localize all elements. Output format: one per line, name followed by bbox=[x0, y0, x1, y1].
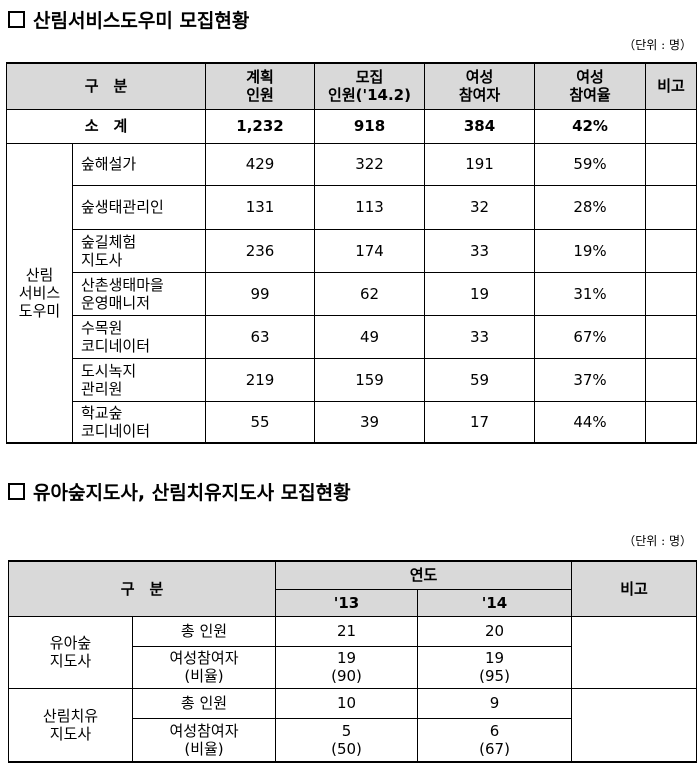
row-rate: 19% bbox=[534, 228, 647, 273]
row-female: 33 bbox=[424, 314, 536, 359]
total-rate: 42% bbox=[534, 108, 647, 144]
row-female: 33 bbox=[424, 228, 536, 273]
row-name: 학교숲 코디네이터 bbox=[71, 400, 207, 444]
header-note: 비고 bbox=[645, 62, 698, 110]
row-recruited: 113 bbox=[314, 184, 426, 230]
female-label: 여성참여자 (비율) bbox=[131, 717, 277, 763]
row-rate: 59% bbox=[534, 142, 647, 186]
total-planned: 1,232 bbox=[205, 108, 316, 144]
instructor-table: 구 분 연도 비고 '13 '14 유아숲 지도사 총 인원 21 20 여성참… bbox=[7, 560, 698, 763]
row-female: 59 bbox=[424, 357, 536, 402]
total-label: 소 계 bbox=[5, 108, 207, 144]
row-recruited: 62 bbox=[314, 271, 426, 316]
female-14: 6 (67) bbox=[417, 717, 573, 763]
row-planned: 219 bbox=[205, 357, 316, 402]
group-name: 산림치유 지도사 bbox=[8, 687, 133, 763]
row-name: 도시녹지 관리원 bbox=[71, 357, 207, 402]
row-female: 19 bbox=[424, 271, 536, 316]
recruitment-table: 구 분 계획 인원 모집 인원('14.2) 여성 참여자 여성 참여율 비고 … bbox=[5, 62, 698, 444]
row-rate: 28% bbox=[534, 184, 647, 230]
row-note bbox=[645, 184, 698, 230]
table-row: 수목원 코디네이터 63 49 33 67% bbox=[7, 314, 698, 359]
row-rate: 67% bbox=[534, 314, 647, 359]
total-female: 384 bbox=[424, 108, 536, 144]
row-note bbox=[645, 314, 698, 359]
section2-unit: （단위 : 명） bbox=[623, 534, 692, 548]
row-note bbox=[645, 271, 698, 316]
header-note: 비고 bbox=[571, 560, 698, 617]
total-recruited: 918 bbox=[314, 108, 426, 144]
header-gubun: 구 분 bbox=[5, 62, 207, 110]
section1-title: 산림서비스도우미 모집현황 bbox=[8, 6, 249, 33]
row-note bbox=[645, 228, 698, 273]
row-planned: 63 bbox=[205, 314, 316, 359]
row-planned: 99 bbox=[205, 271, 316, 316]
total-label: 총 인원 bbox=[131, 615, 277, 647]
row-note bbox=[645, 400, 698, 444]
header-recruited: 모집 인원('14.2) bbox=[314, 62, 426, 110]
total-14: 9 bbox=[417, 687, 573, 719]
row-planned: 429 bbox=[205, 142, 316, 186]
total-14: 20 bbox=[417, 615, 573, 647]
note-cell bbox=[571, 687, 698, 763]
row-note bbox=[645, 142, 698, 186]
row-rate: 31% bbox=[534, 271, 647, 316]
row-name: 산촌생태마을 운영매니저 bbox=[71, 271, 207, 316]
row-female: 17 bbox=[424, 400, 536, 444]
row-recruited: 159 bbox=[314, 357, 426, 402]
row-recruited: 49 bbox=[314, 314, 426, 359]
table-row: 숲길체험 지도사 236 174 33 19% bbox=[7, 228, 698, 273]
row-female: 191 bbox=[424, 142, 536, 186]
table-row: 도시녹지 관리원 219 159 59 37% bbox=[7, 357, 698, 402]
table-row: 산림치유 지도사 총 인원 10 9 bbox=[8, 687, 698, 763]
section1-unit: （단위 : 명） bbox=[623, 38, 692, 52]
table-row: 학교숲 코디네이터 55 39 17 44% bbox=[7, 400, 698, 444]
table-row: 산촌생태마을 운영매니저 99 62 19 31% bbox=[7, 271, 698, 316]
row-recruited: 39 bbox=[314, 400, 426, 444]
female-14: 19 (95) bbox=[417, 645, 573, 689]
header-gubun: 구 분 bbox=[7, 560, 277, 617]
row-planned: 236 bbox=[205, 228, 316, 273]
row-name: 숲길체험 지도사 bbox=[71, 228, 207, 273]
row-name: 숲생태관리인 bbox=[71, 184, 207, 230]
row-recruited: 322 bbox=[314, 142, 426, 186]
total-13: 21 bbox=[275, 615, 419, 647]
female-label: 여성참여자 (비율) bbox=[131, 645, 277, 689]
row-planned: 131 bbox=[205, 184, 316, 230]
table-row: 숲생태관리인 131 113 32 28% bbox=[7, 184, 698, 230]
checkbox-square-icon bbox=[8, 11, 25, 28]
total-row: 소 계 1,232 918 384 42% bbox=[5, 108, 698, 144]
section1-title-text: 산림서비스도우미 모집현황 bbox=[33, 10, 250, 32]
header-female: 여성 참여자 bbox=[424, 62, 536, 110]
table-row: 산림 서비스 도우미 숲해설가 429 322 191 59% bbox=[6, 142, 698, 444]
row-rate: 44% bbox=[534, 400, 647, 444]
row-recruited: 174 bbox=[314, 228, 426, 273]
group-name: 유아숲 지도사 bbox=[8, 615, 133, 689]
group-label: 산림 서비스 도우미 bbox=[6, 142, 73, 444]
header-planned: 계획 인원 bbox=[205, 62, 316, 110]
header-rate: 여성 참여율 bbox=[534, 62, 647, 110]
row-note bbox=[645, 357, 698, 402]
header-year: 연도 bbox=[275, 560, 573, 590]
section2-title-text: 유아숲지도사, 산림치유지도사 모집현황 bbox=[33, 482, 351, 504]
header-year-13: '13 bbox=[275, 588, 419, 617]
female-13: 19 (90) bbox=[275, 645, 419, 689]
row-planned: 55 bbox=[205, 400, 316, 444]
total-note bbox=[645, 108, 698, 144]
female-13: 5 (50) bbox=[275, 717, 419, 763]
row-name: 수목원 코디네이터 bbox=[71, 314, 207, 359]
total-label: 총 인원 bbox=[131, 687, 277, 719]
total-13: 10 bbox=[275, 687, 419, 719]
row-rate: 37% bbox=[534, 357, 647, 402]
note-cell bbox=[571, 615, 698, 689]
header-year-14: '14 bbox=[417, 588, 573, 617]
table-row: 여성참여자 (비율) 5 (50) 6 (67) bbox=[9, 717, 697, 763]
row-female: 32 bbox=[424, 184, 536, 230]
table-row: 여성참여자 (비율) 19 (90) 19 (95) bbox=[9, 645, 697, 689]
table-row: 유아숲 지도사 총 인원 21 20 bbox=[8, 615, 698, 689]
section2-title: 유아숲지도사, 산림치유지도사 모집현황 bbox=[8, 478, 351, 505]
row-name: 숲해설가 bbox=[71, 142, 207, 186]
checkbox-square-icon bbox=[8, 483, 25, 500]
